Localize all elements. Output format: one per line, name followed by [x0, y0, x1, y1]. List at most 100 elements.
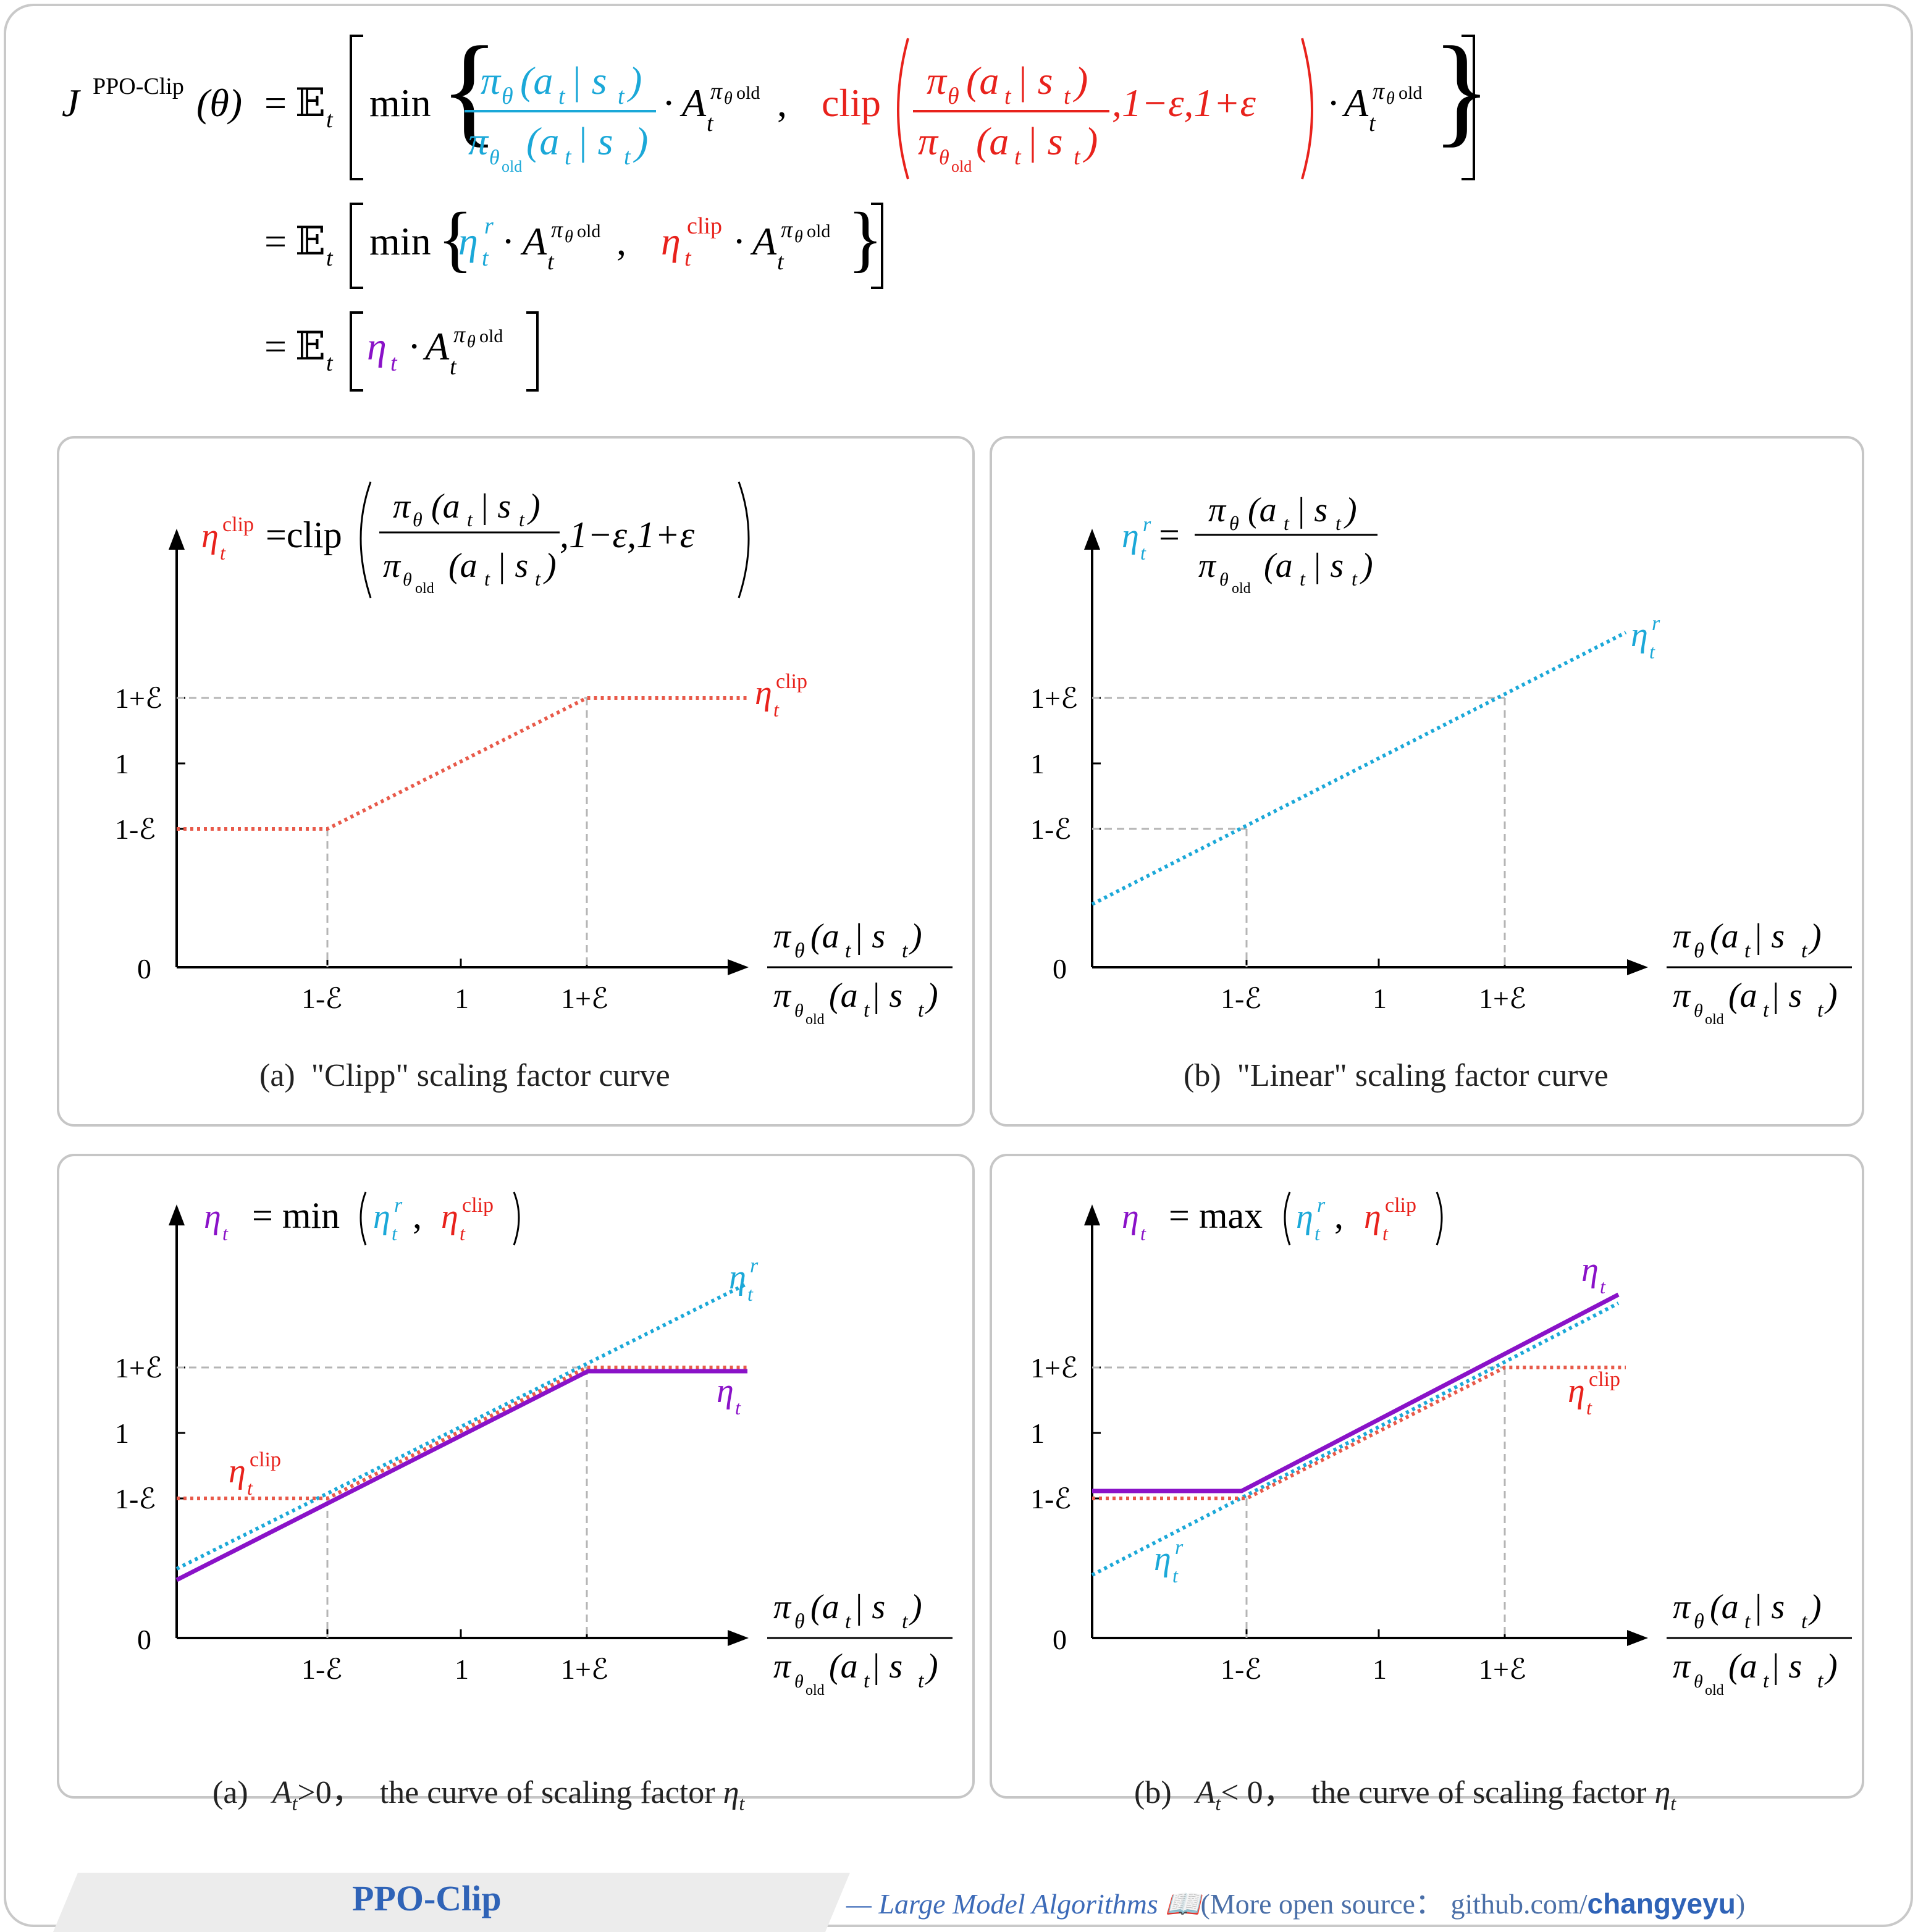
y-tick-label-a-zero: 0: [137, 953, 151, 985]
x-axis-label-b-12: | s: [1770, 976, 1802, 1015]
svg-text:,1−ε,1+ε: ,1−ε,1+ε: [1112, 81, 1256, 125]
svg-text:t: t: [1064, 83, 1071, 109]
svg-text:): ): [1082, 119, 1098, 163]
label-d-max-sub: t: [1600, 1275, 1606, 1298]
curve-c-linear: [175, 1282, 749, 1571]
x-axis-label-d-12: | s: [1770, 1647, 1802, 1686]
panel-clip-curve: [57, 436, 975, 1127]
x-tick-label-b-2: 1+ℰ: [1479, 983, 1526, 1014]
svg-text:t: t: [707, 111, 714, 136]
caption-c-prefix: (a): [212, 1775, 272, 1810]
footer-tagline: — Large Model Algorithms 📖(More open sou…: [846, 1881, 1745, 1922]
title-d-comma: ,: [1334, 1195, 1344, 1236]
svg-text:θ: θ: [794, 227, 803, 246]
svg-text:}: }: [848, 197, 883, 279]
title-c-comma: ,: [413, 1195, 422, 1236]
x-axis-label-a-2: (a: [810, 917, 839, 956]
x-axis-label-d-0: π: [1673, 1588, 1691, 1626]
svg-text:t: t: [1004, 83, 1012, 109]
x-axis-label-b-1: θ: [1694, 939, 1704, 962]
label-b-linear-sub: t: [1649, 640, 1655, 663]
title-b-frac-2: (a: [1248, 491, 1277, 529]
x-axis-label-b-10: (a: [1728, 976, 1757, 1015]
title-b-frac-3: t: [1284, 512, 1290, 534]
x-tick-label-b-1: 1: [1373, 983, 1387, 1014]
title-b-frac-8: θ: [1219, 569, 1229, 590]
svg-text:θ: θ: [939, 146, 949, 169]
title-b-eta-eta: η: [1122, 517, 1139, 555]
ppo-clip-objective-formula: J PPO-Clip (θ) = 𝔼 t min { π θ (a t | s …: [62, 22, 1491, 392]
title-b-frac-6: ): [1344, 491, 1357, 529]
svg-text:old: old: [951, 158, 972, 175]
formula-J: J: [62, 81, 81, 125]
x-axis-arrow-a: [728, 959, 749, 975]
title-a-eta-sup: clip: [222, 513, 254, 536]
svg-text:t: t: [1014, 144, 1022, 170]
y-tick-label-d-zero: 0: [1053, 1624, 1067, 1655]
footer-tag-open: (More open source： github.com/: [1200, 1888, 1588, 1920]
footer-band: [53, 1873, 850, 1932]
title-c-eta-eta: η: [204, 1198, 221, 1236]
svg-text:}: }: [1432, 22, 1491, 158]
x-axis-label-c-0: π: [773, 1588, 792, 1626]
title-a-frac-1: θ: [413, 508, 423, 531]
label-c-clip-eta: η: [229, 1452, 246, 1490]
x-axis-label-d-1: θ: [1694, 1610, 1704, 1633]
x-axis-label-c-10: (a: [829, 1647, 858, 1686]
x-axis-label-d-10: (a: [1728, 1647, 1757, 1686]
footer-github-user[interactable]: changyeyu: [1587, 1888, 1736, 1920]
title-a-frac-12: | s: [497, 547, 528, 585]
title-b-frac-13: t: [1352, 568, 1358, 590]
svg-text:θ: θ: [502, 83, 513, 109]
formula-J-sup: PPO-Clip: [93, 74, 184, 99]
title-c-rparen: [513, 1191, 520, 1246]
curve-c-min: [175, 1369, 747, 1582]
y-tick-label-c-0: 1+ℰ: [115, 1352, 162, 1384]
caption-d-prefix: (b): [1134, 1775, 1196, 1810]
title-a-eta-sub: t: [220, 542, 226, 564]
title-b-frac-7: π: [1198, 547, 1217, 585]
svg-text:(a: (a: [520, 59, 553, 103]
svg-text:A: A: [1342, 81, 1369, 125]
svg-text:old: old: [736, 83, 760, 103]
label-b-linear-sup: r: [1652, 612, 1660, 635]
svg-text:min: min: [369, 219, 431, 263]
title-a-frac-2: (a: [431, 487, 460, 526]
svg-text:A: A: [750, 219, 777, 263]
x-axis-label-b-6: ): [1808, 917, 1822, 956]
title-a-frac-14: ): [543, 547, 557, 585]
x-axis-arrow-b: [1627, 959, 1648, 975]
x-axis-label-b-5: t: [1801, 939, 1808, 962]
svg-text:(a: (a: [526, 119, 559, 163]
title-a-frac-6: ): [527, 487, 540, 526]
label-c-linear-sub: t: [747, 1283, 754, 1305]
x-axis-label-c-8: θ: [794, 1671, 804, 1692]
x-axis-label-b-8: θ: [1694, 1001, 1703, 1021]
title-a-frac-7: π: [383, 547, 402, 585]
title-a-rparen: [738, 481, 750, 598]
label-d-clip-sub: t: [1586, 1396, 1592, 1419]
title-a-frac-3: t: [467, 508, 473, 531]
x-axis-label-d-2: (a: [1710, 1588, 1739, 1626]
title-d-eta-clip-sup: clip: [1385, 1194, 1416, 1217]
x-axis-label-b-13: t: [1817, 999, 1824, 1022]
y-axis-arrow-b: [1084, 529, 1100, 550]
title-b-frac-11: t: [1300, 568, 1306, 590]
x-axis-label-c-3: t: [845, 1610, 852, 1633]
title-c-eq: = min: [252, 1195, 340, 1236]
svg-text:t: t: [326, 350, 334, 376]
svg-text:t: t: [618, 83, 625, 109]
x-axis-label-d-8: θ: [1694, 1671, 1703, 1692]
svg-text:old: old: [502, 158, 522, 175]
svg-text:old: old: [479, 326, 503, 346]
x-axis-label-d-3: t: [1744, 1610, 1751, 1633]
x-axis-label-d-5: t: [1801, 1610, 1808, 1633]
x-axis-label-a-10: (a: [829, 976, 858, 1015]
formula-E-sub-1: t: [326, 107, 334, 133]
svg-text:θ: θ: [948, 83, 959, 109]
svg-text:old: old: [807, 221, 830, 242]
x-tick-label-a-2: 1+ℰ: [561, 983, 608, 1014]
y-tick-label-d-0: 1+ℰ: [1030, 1352, 1078, 1384]
x-axis-label-d-11: t: [1763, 1670, 1770, 1692]
